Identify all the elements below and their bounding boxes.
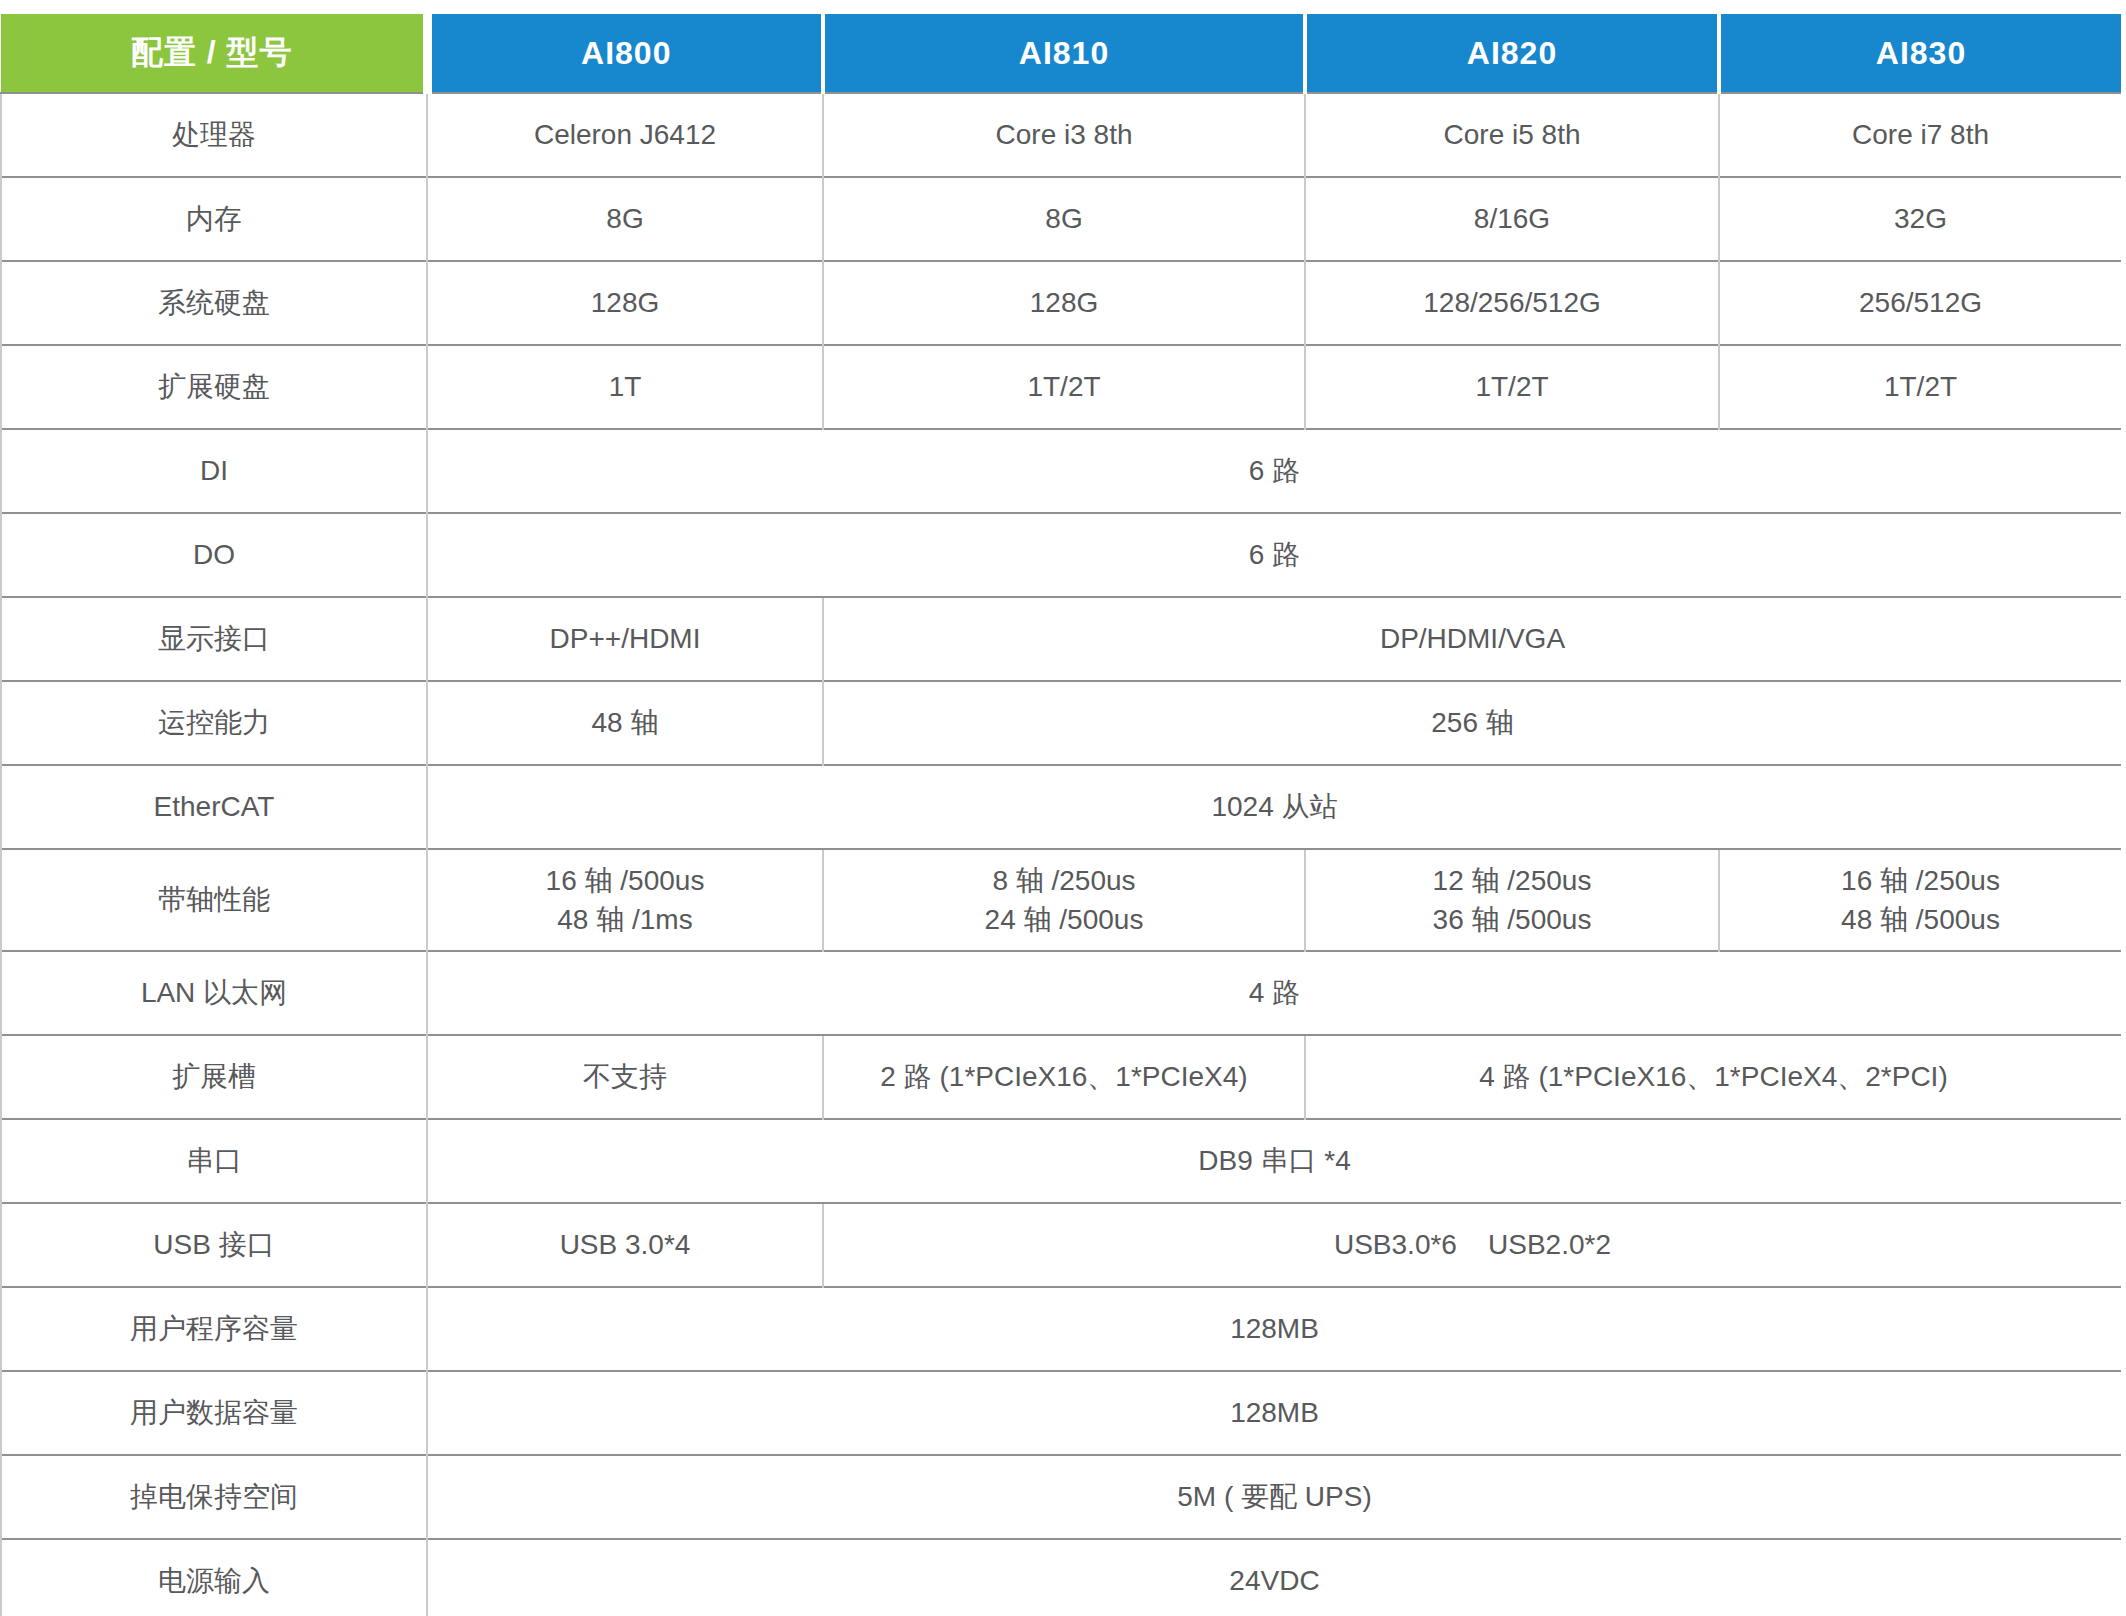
row-expansion-disk: 扩展硬盘 1T 1T/2T 1T/2T 1T/2T	[1, 345, 2121, 429]
row-retain-space: 掉电保持空间 5M ( 要配 UPS)	[1, 1455, 2121, 1539]
row-label-cpu: 处理器	[1, 93, 427, 177]
header-row: 配置 / 型号 AI800 AI810 AI820 AI830	[1, 14, 2121, 93]
row-serial: 串口 DB9 串口 *4	[1, 1119, 2121, 1203]
cell-expansion-slot-ai820-830: 4 路 (1*PCIeX16、1*PCIeX4、2*PCI)	[1305, 1035, 2121, 1119]
cell-memory-ai830: 32G	[1719, 177, 2121, 261]
header-corner: 配置 / 型号	[1, 14, 427, 93]
row-usb: USB 接口 USB 3.0*4 USB3.0*6 USB2.0*2	[1, 1203, 2121, 1287]
cell-memory-ai800: 8G	[427, 177, 823, 261]
row-axis-perf: 带轴性能 16 轴 /500us 48 轴 /1ms 8 轴 /250us 24…	[1, 849, 2121, 951]
cell-user-data-all: 128MB	[427, 1371, 2121, 1455]
row-label-user-data: 用户数据容量	[1, 1371, 427, 1455]
row-label-serial: 串口	[1, 1119, 427, 1203]
cell-do-all: 6 路	[427, 513, 2121, 597]
cell-usb-ai800: USB 3.0*4	[427, 1203, 823, 1287]
cell-user-program-all: 128MB	[427, 1287, 2121, 1371]
cell-expansion-disk-ai830: 1T/2T	[1719, 345, 2121, 429]
cell-di-all: 6 路	[427, 429, 2121, 513]
cell-system-disk-ai800: 128G	[427, 261, 823, 345]
cell-axis-perf-ai830: 16 轴 /250us 48 轴 /500us	[1719, 849, 2121, 951]
row-power-input: 电源输入 24VDC	[1, 1539, 2121, 1616]
row-label-retain-space: 掉电保持空间	[1, 1455, 427, 1539]
row-label-lan: LAN 以太网	[1, 951, 427, 1035]
cell-serial-all: DB9 串口 *4	[427, 1119, 2121, 1203]
row-label-display: 显示接口	[1, 597, 427, 681]
row-expansion-slot: 扩展槽 不支持 2 路 (1*PCIeX16、1*PCIeX4) 4 路 (1*…	[1, 1035, 2121, 1119]
cell-cpu-ai820: Core i5 8th	[1305, 93, 1719, 177]
cell-usb-ai810-830: USB3.0*6 USB2.0*2	[823, 1203, 2121, 1287]
cell-system-disk-ai820: 128/256/512G	[1305, 261, 1719, 345]
cell-system-disk-ai810: 128G	[823, 261, 1305, 345]
row-system-disk: 系统硬盘 128G 128G 128/256/512G 256/512G	[1, 261, 2121, 345]
cell-axis-perf-ai810: 8 轴 /250us 24 轴 /500us	[823, 849, 1305, 951]
cell-ethercat-all: 1024 从站	[427, 765, 2121, 849]
row-label-expansion-slot: 扩展槽	[1, 1035, 427, 1119]
row-label-system-disk: 系统硬盘	[1, 261, 427, 345]
row-do: DO 6 路	[1, 513, 2121, 597]
cell-cpu-ai830: Core i7 8th	[1719, 93, 2121, 177]
cell-power-input-all: 24VDC	[427, 1539, 2121, 1616]
row-memory: 内存 8G 8G 8/16G 32G	[1, 177, 2121, 261]
cell-expansion-disk-ai800: 1T	[427, 345, 823, 429]
row-user-program: 用户程序容量 128MB	[1, 1287, 2121, 1371]
header-model-ai830: AI830	[1719, 14, 2121, 93]
spec-table: 配置 / 型号 AI800 AI810 AI820 AI830 处理器 Cele…	[0, 14, 2121, 1616]
row-lan: LAN 以太网 4 路	[1, 951, 2121, 1035]
cell-lan-all: 4 路	[427, 951, 2121, 1035]
cell-cpu-ai810: Core i3 8th	[823, 93, 1305, 177]
cell-retain-space-all: 5M ( 要配 UPS)	[427, 1455, 2121, 1539]
cell-axis-perf-ai800: 16 轴 /500us 48 轴 /1ms	[427, 849, 823, 951]
row-label-ethercat: EtherCAT	[1, 765, 427, 849]
cell-memory-ai810: 8G	[823, 177, 1305, 261]
row-motion: 运控能力 48 轴 256 轴	[1, 681, 2121, 765]
cell-expansion-slot-ai810: 2 路 (1*PCIeX16、1*PCIeX4)	[823, 1035, 1305, 1119]
cell-expansion-disk-ai810: 1T/2T	[823, 345, 1305, 429]
cell-motion-ai810-830: 256 轴	[823, 681, 2121, 765]
cell-axis-perf-ai820: 12 轴 /250us 36 轴 /500us	[1305, 849, 1719, 951]
cell-memory-ai820: 8/16G	[1305, 177, 1719, 261]
cell-expansion-disk-ai820: 1T/2T	[1305, 345, 1719, 429]
row-label-axis-perf: 带轴性能	[1, 849, 427, 951]
row-label-user-program: 用户程序容量	[1, 1287, 427, 1371]
row-label-expansion-disk: 扩展硬盘	[1, 345, 427, 429]
row-display: 显示接口 DP++/HDMI DP/HDMI/VGA	[1, 597, 2121, 681]
row-user-data: 用户数据容量 128MB	[1, 1371, 2121, 1455]
header-model-ai820: AI820	[1305, 14, 1719, 93]
row-label-di: DI	[1, 429, 427, 513]
cell-display-ai810-830: DP/HDMI/VGA	[823, 597, 2121, 681]
cell-display-ai800: DP++/HDMI	[427, 597, 823, 681]
row-label-usb: USB 接口	[1, 1203, 427, 1287]
cell-cpu-ai800: Celeron J6412	[427, 93, 823, 177]
cell-expansion-slot-ai800: 不支持	[427, 1035, 823, 1119]
row-label-power-input: 电源输入	[1, 1539, 427, 1616]
cell-motion-ai800: 48 轴	[427, 681, 823, 765]
header-model-ai810: AI810	[823, 14, 1305, 93]
row-label-memory: 内存	[1, 177, 427, 261]
row-label-do: DO	[1, 513, 427, 597]
row-cpu: 处理器 Celeron J6412 Core i3 8th Core i5 8t…	[1, 93, 2121, 177]
row-ethercat: EtherCAT 1024 从站	[1, 765, 2121, 849]
row-label-motion: 运控能力	[1, 681, 427, 765]
row-di: DI 6 路	[1, 429, 2121, 513]
header-model-ai800: AI800	[427, 14, 823, 93]
cell-system-disk-ai830: 256/512G	[1719, 261, 2121, 345]
